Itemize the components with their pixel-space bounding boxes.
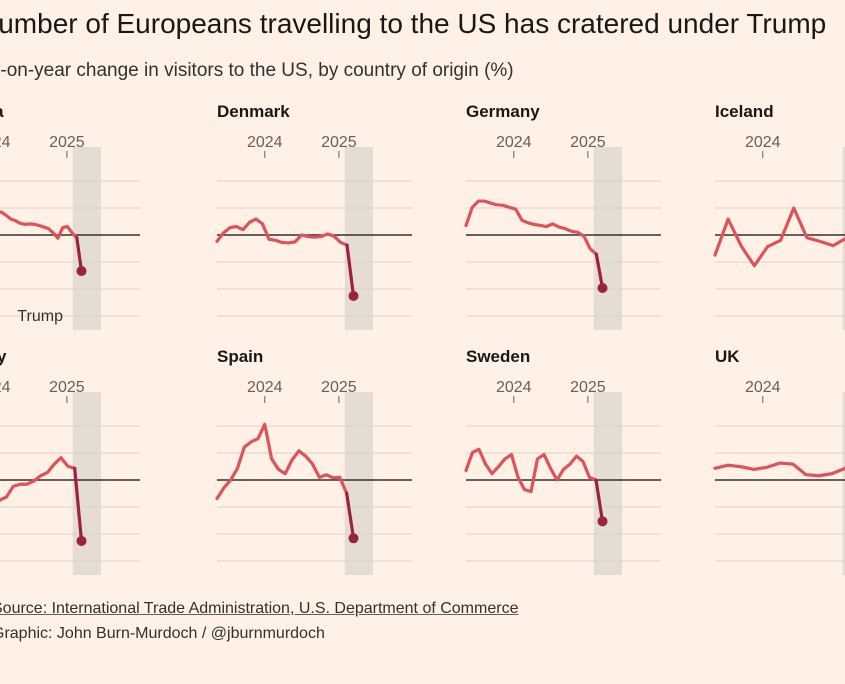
trump-annotation: Trump	[17, 308, 63, 325]
panel-title: Norway	[0, 347, 7, 366]
end-point	[597, 516, 608, 527]
trump-segment	[73, 466, 84, 543]
trump-segment	[594, 478, 605, 523]
x-tick-label: 2025	[49, 134, 85, 151]
panel-title: UK	[715, 347, 740, 366]
x-tick-label: 2025	[49, 379, 85, 396]
panel-norway: Norway 2024 2025	[0, 347, 140, 575]
end-point	[76, 266, 87, 277]
page-title: Number of Europeans travelling to the US…	[0, 8, 827, 39]
x-tick-label: 2025	[321, 379, 357, 396]
series-line	[713, 206, 845, 268]
panel-austria: Austria 2024 2025 Trump	[0, 102, 140, 330]
panel-title: Spain	[217, 347, 263, 366]
x-tick-label: 2024	[247, 379, 283, 396]
panel-title: Iceland	[715, 102, 774, 121]
trump-segment	[594, 252, 605, 290]
end-point	[348, 533, 359, 544]
series-line	[215, 422, 349, 501]
end-point	[348, 290, 359, 301]
panel-denmark: Denmark 2024 2025	[215, 102, 412, 330]
trump-period-shade	[593, 147, 622, 330]
x-tick-label: 2024	[745, 379, 781, 396]
trump-period-shade	[593, 392, 622, 575]
series-line	[464, 199, 598, 256]
trump-segment	[345, 243, 356, 298]
panel-title: Sweden	[466, 347, 530, 366]
graphic-credit: Graphic: John Burn-Murdoch / @jburnmurdo…	[0, 625, 325, 642]
panel-spain: Spain 2024 2025	[215, 347, 412, 575]
x-tick-label: 2024	[496, 379, 532, 396]
series-line	[0, 210, 79, 240]
trump-segment	[75, 236, 84, 273]
series-line	[464, 447, 598, 494]
series-line	[0, 456, 77, 502]
page-subtitle: Year-on-year change in visitors to the U…	[0, 60, 514, 81]
small-multiples-chart: Austria20242025TrumpDenmark20242025Germa…	[0, 102, 845, 575]
x-tick-label: 2025	[321, 134, 357, 151]
x-tick-label: 2024	[0, 379, 11, 396]
trump-period-shade	[344, 147, 373, 330]
panel-title: Denmark	[217, 102, 290, 121]
x-tick-label: 2024	[247, 134, 283, 151]
panel-sweden: Sweden 2024 2025	[464, 347, 661, 575]
panel-germany: Germany 2024 2025	[464, 102, 661, 330]
source-note: Source: International Trade Administrati…	[0, 600, 519, 617]
panel-title: Austria	[0, 102, 4, 121]
x-tick-label: 2025	[570, 134, 606, 151]
series-line	[713, 461, 845, 478]
end-point	[76, 535, 87, 546]
panel-iceland: Iceland 2024	[713, 102, 845, 330]
x-tick-label: 2024	[745, 134, 781, 151]
x-tick-label: 2024	[0, 134, 11, 151]
panel-uk: UK 2024	[713, 347, 845, 575]
series-line	[215, 217, 349, 247]
trump-period-shade	[842, 392, 845, 575]
trump-period-shade	[344, 392, 373, 575]
panel-title: Germany	[466, 102, 540, 121]
x-tick-label: 2024	[496, 134, 532, 151]
x-tick-label: 2025	[570, 379, 606, 396]
end-point	[597, 283, 608, 293]
trump-segment	[345, 491, 356, 540]
